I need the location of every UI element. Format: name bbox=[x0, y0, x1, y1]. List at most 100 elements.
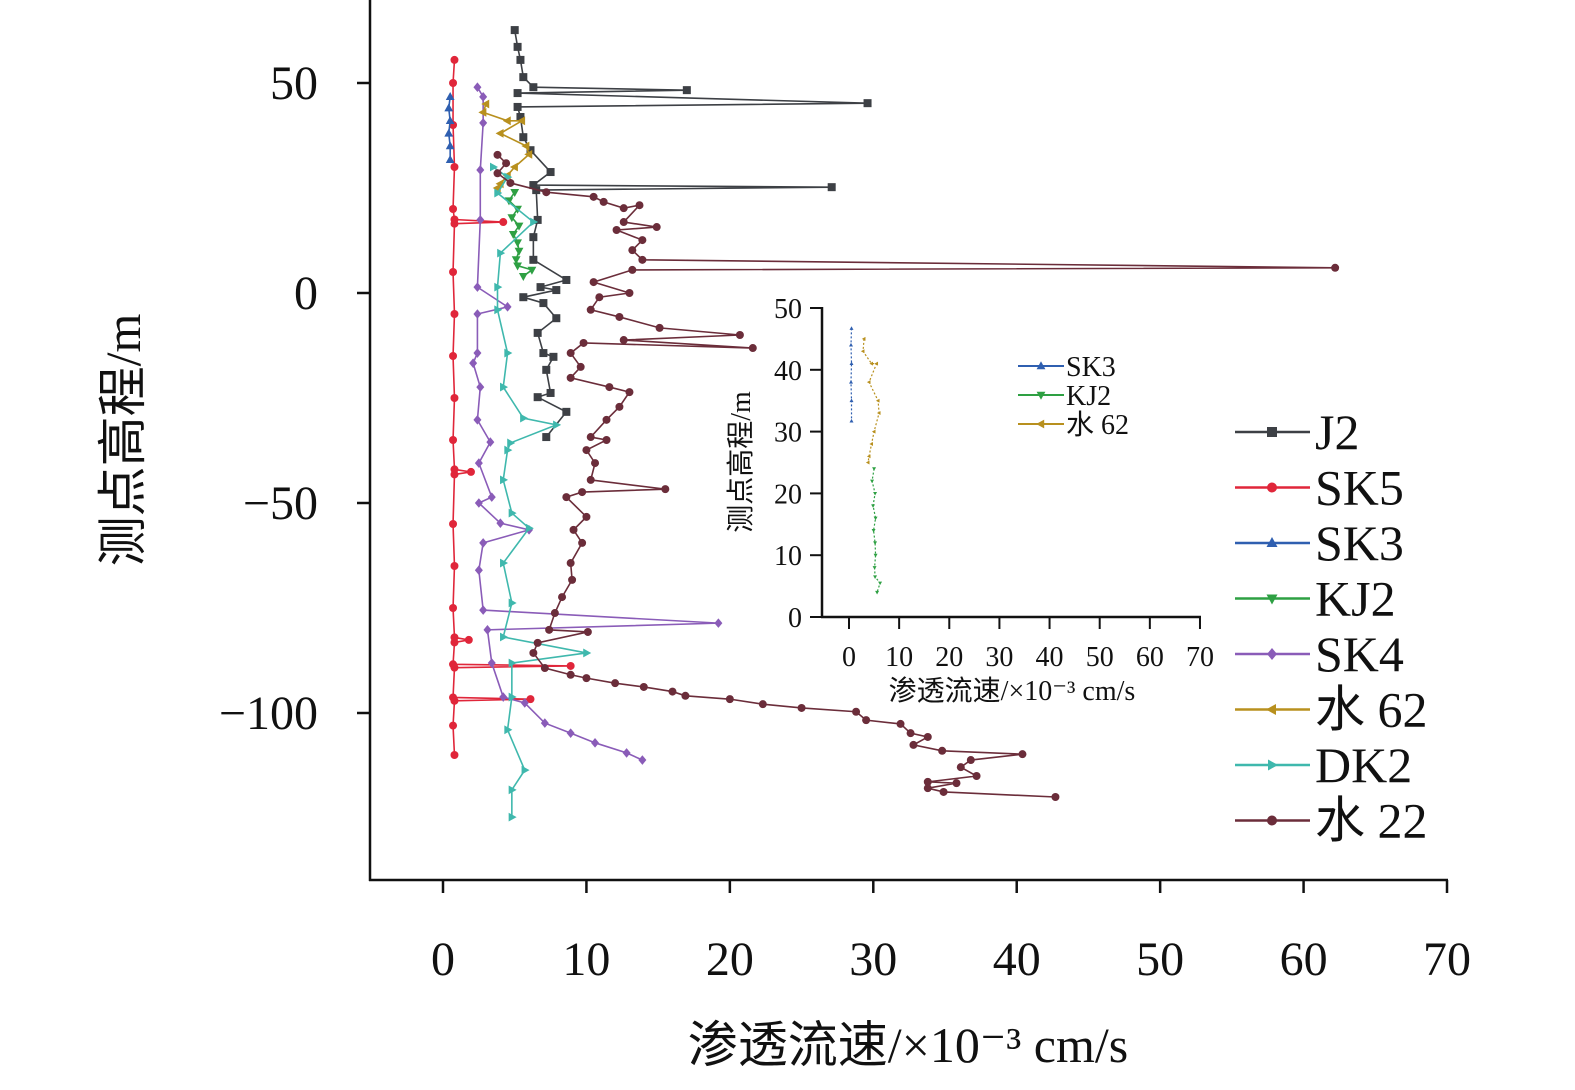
legend-label: SK3 bbox=[1315, 515, 1404, 571]
data-point bbox=[852, 707, 861, 716]
data-point bbox=[602, 436, 611, 444]
data-point bbox=[473, 82, 482, 92]
data-point bbox=[479, 118, 488, 128]
data-point bbox=[566, 728, 575, 738]
data-point bbox=[483, 625, 492, 635]
series-水22 bbox=[493, 150, 1340, 801]
data-point bbox=[552, 286, 561, 295]
inset-series-KJ2 bbox=[870, 467, 883, 595]
data-point bbox=[517, 116, 526, 126]
data-point bbox=[972, 772, 981, 780]
data-point bbox=[923, 777, 932, 786]
legend-item: 水 22 bbox=[1235, 793, 1428, 849]
data-point bbox=[508, 692, 517, 702]
data-point bbox=[923, 732, 932, 741]
data-point bbox=[542, 188, 551, 197]
data-point bbox=[639, 682, 648, 691]
data-point bbox=[499, 692, 508, 702]
data-point bbox=[552, 314, 561, 323]
data-point bbox=[714, 618, 723, 628]
main-axes: 0 10 20 30 40 50 60 70 50 0 −50 −100 bbox=[219, 0, 1471, 986]
legend-item: SK3 bbox=[1235, 515, 1404, 571]
data-point bbox=[500, 632, 509, 642]
data-point bbox=[516, 55, 525, 64]
inset-data-point bbox=[871, 504, 876, 508]
inset-data-point bbox=[873, 553, 878, 558]
data-point bbox=[615, 312, 624, 321]
x-tick-label: 30 bbox=[849, 933, 897, 986]
data-point bbox=[591, 459, 600, 468]
data-point bbox=[476, 215, 485, 225]
legend-marker bbox=[1266, 537, 1278, 547]
inset-series-line bbox=[850, 328, 853, 422]
data-point bbox=[500, 382, 509, 392]
data-point bbox=[595, 293, 604, 302]
data-point bbox=[450, 310, 459, 318]
data-point bbox=[510, 26, 519, 35]
data-point bbox=[529, 181, 538, 190]
data-point bbox=[473, 415, 482, 425]
series-SK5 bbox=[449, 55, 575, 759]
inset-data-point bbox=[875, 398, 880, 403]
data-point bbox=[500, 475, 509, 485]
data-point bbox=[521, 141, 530, 151]
data-point bbox=[896, 719, 905, 728]
inset-y-tick-label: 10 bbox=[774, 541, 802, 572]
inset-data-point bbox=[873, 491, 878, 496]
data-point bbox=[797, 703, 806, 712]
data-point bbox=[533, 215, 542, 224]
inset-y-tick-label: 30 bbox=[774, 418, 802, 449]
data-point bbox=[566, 559, 575, 568]
inset-x-axis-label: 渗透流速/×10⁻³ cm/s bbox=[889, 675, 1136, 707]
data-point bbox=[533, 393, 542, 402]
data-point bbox=[549, 352, 558, 361]
data-point bbox=[939, 787, 948, 796]
data-point bbox=[474, 565, 483, 575]
data-point bbox=[445, 116, 455, 124]
data-point bbox=[450, 562, 459, 570]
series-line bbox=[452, 59, 571, 756]
data-point bbox=[519, 293, 528, 302]
data-point bbox=[628, 265, 637, 274]
data-point bbox=[490, 162, 499, 172]
data-point bbox=[507, 214, 517, 223]
data-point bbox=[473, 309, 482, 319]
data-point bbox=[479, 92, 488, 102]
data-point bbox=[827, 183, 836, 192]
data-point bbox=[652, 223, 661, 232]
data-point bbox=[508, 812, 517, 822]
data-point bbox=[473, 348, 482, 358]
data-point bbox=[615, 402, 624, 411]
y-tick-label: 0 bbox=[294, 267, 318, 320]
data-point bbox=[566, 373, 575, 382]
data-point bbox=[735, 331, 744, 339]
x-tick-label: 40 bbox=[993, 933, 1041, 986]
inset-legend-marker bbox=[1036, 391, 1046, 400]
y-axis-label: 测点高程/m bbox=[95, 314, 151, 567]
data-point bbox=[519, 133, 528, 142]
data-point bbox=[586, 305, 595, 314]
x-tick-label: 0 bbox=[431, 933, 455, 986]
inset-data-point bbox=[873, 541, 878, 545]
data-point bbox=[519, 73, 528, 82]
data-point bbox=[952, 779, 961, 788]
inset-data-point bbox=[870, 479, 875, 484]
data-point bbox=[862, 716, 871, 725]
data-point bbox=[508, 658, 517, 668]
data-point bbox=[513, 42, 522, 51]
data-point bbox=[507, 438, 516, 448]
data-point bbox=[619, 336, 628, 345]
inset-data-point bbox=[873, 516, 878, 521]
data-point bbox=[450, 219, 459, 228]
data-point bbox=[527, 266, 537, 275]
inset-data-point bbox=[865, 460, 870, 465]
inset-data-point bbox=[871, 429, 876, 434]
data-point bbox=[681, 691, 690, 700]
data-point bbox=[499, 218, 508, 227]
data-point bbox=[445, 141, 455, 150]
data-point bbox=[938, 746, 947, 755]
data-point bbox=[605, 383, 614, 392]
inset-x-tick-label: 10 bbox=[885, 642, 913, 673]
data-point bbox=[546, 168, 555, 177]
data-point bbox=[518, 273, 528, 281]
